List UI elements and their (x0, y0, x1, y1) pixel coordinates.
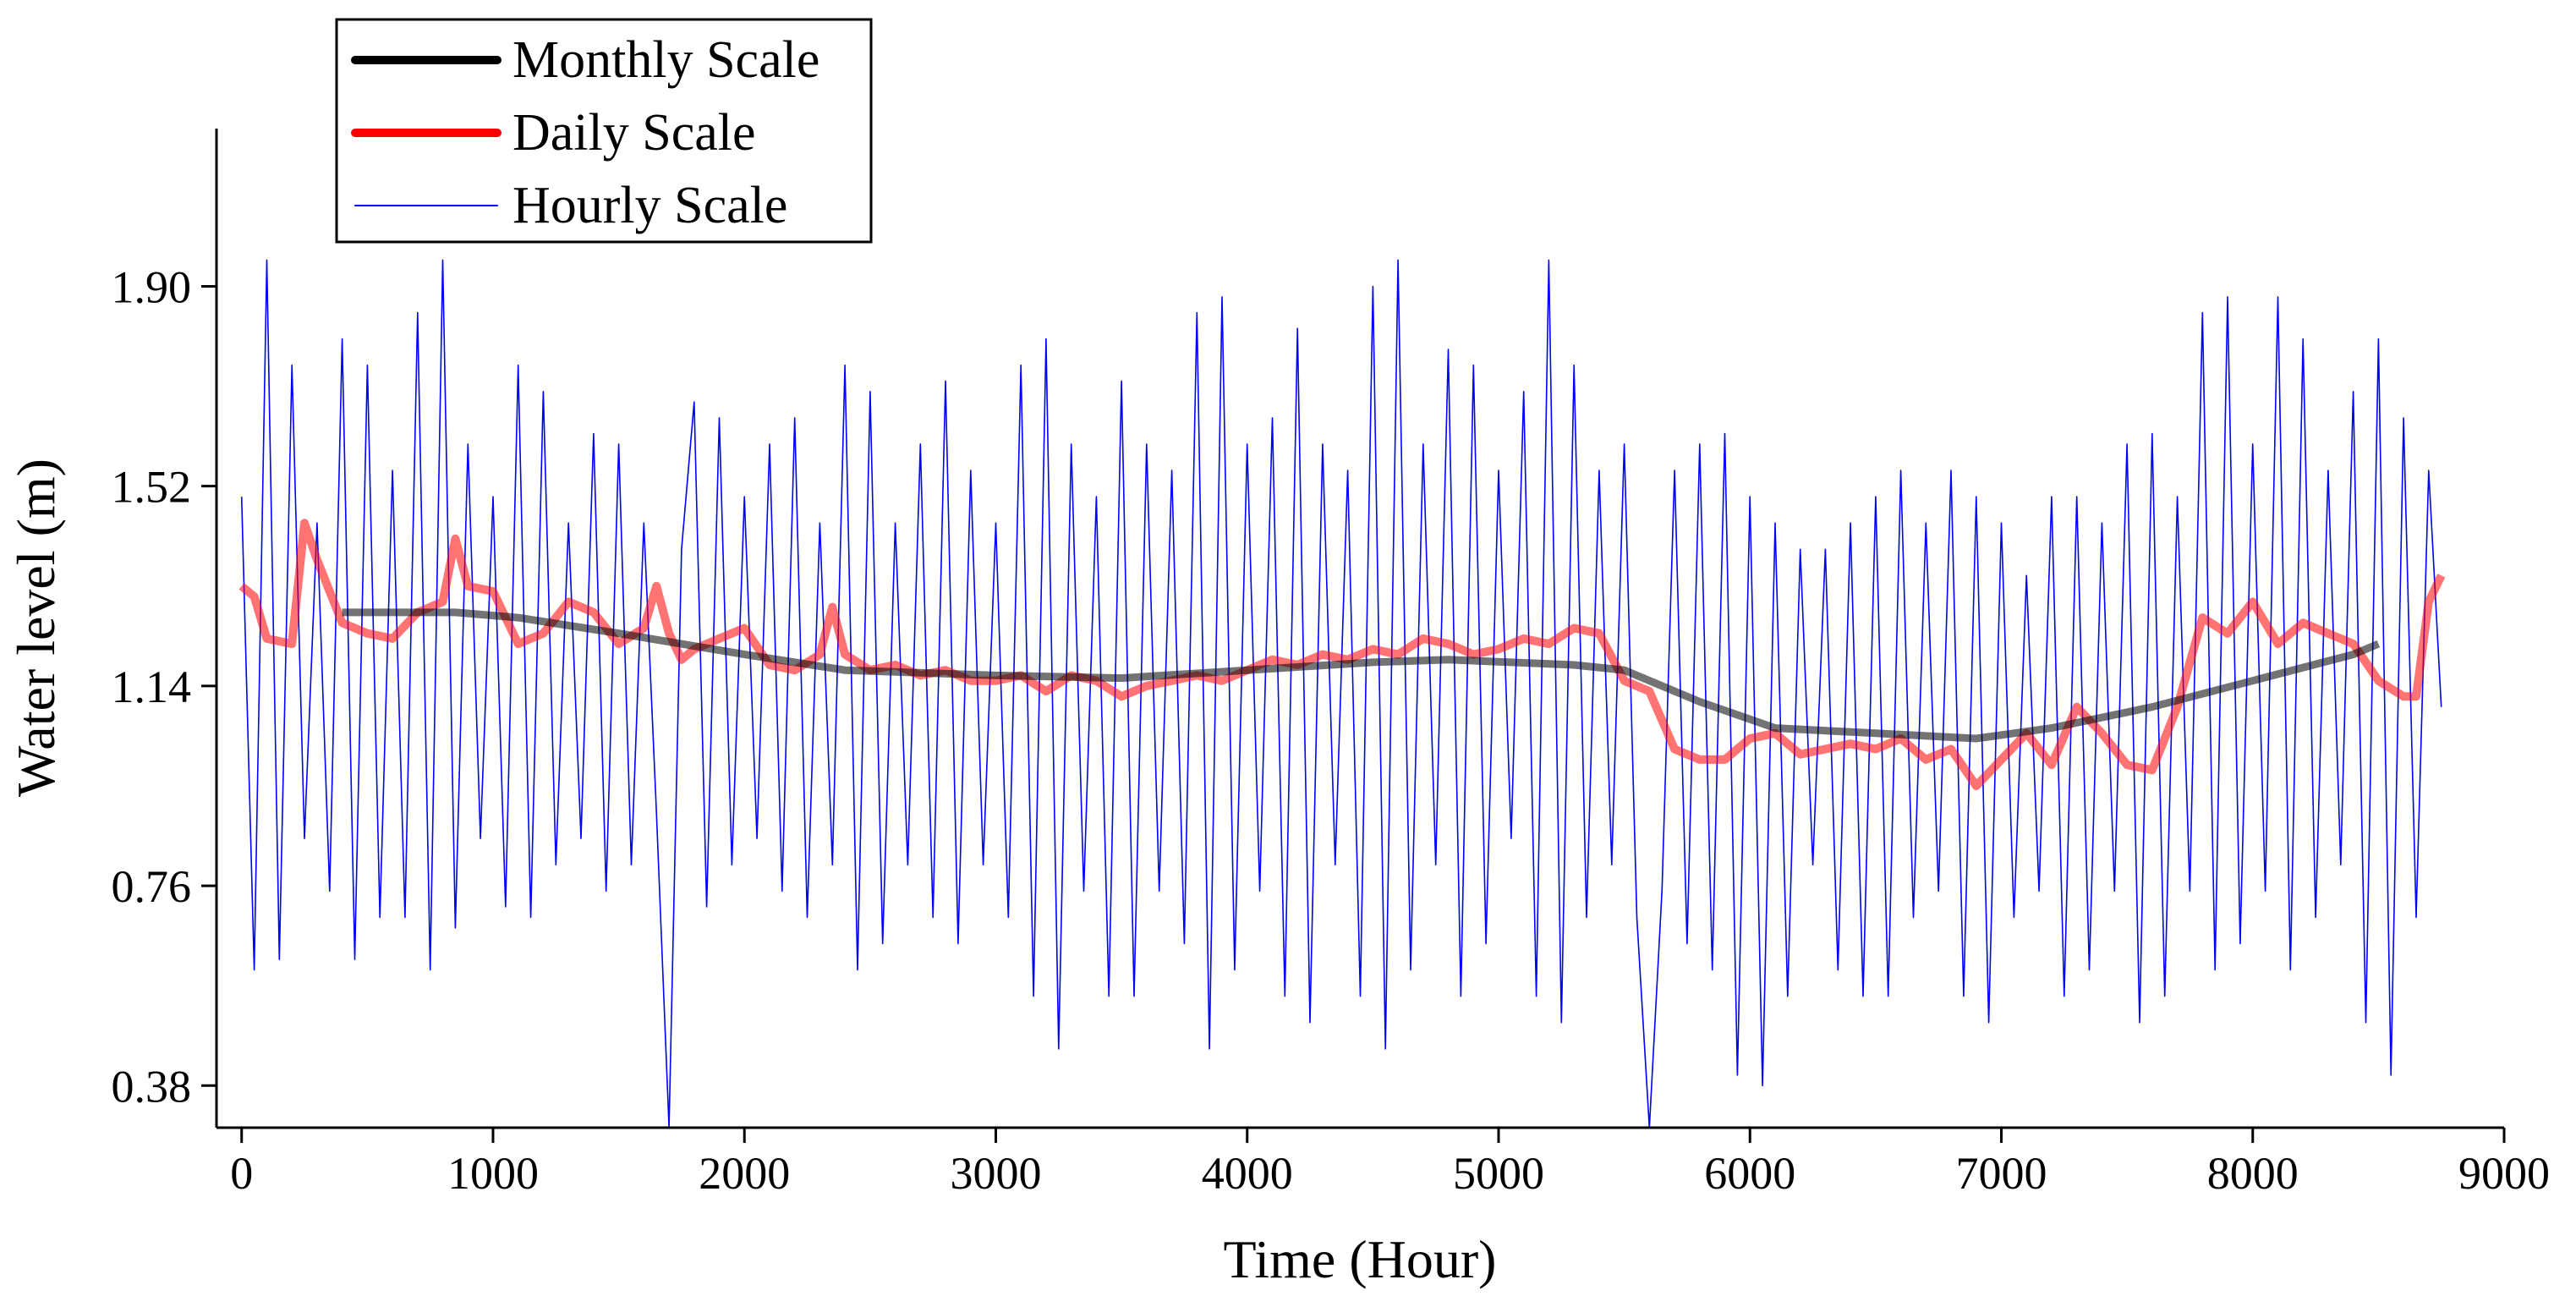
x-tick-label: 0 (230, 1148, 253, 1199)
x-tick-label: 3000 (950, 1148, 1041, 1199)
y-tick-label: 1.14 (112, 662, 192, 712)
x-tick-label: 6000 (1704, 1148, 1795, 1199)
series-line (342, 608, 2381, 743)
series-line (240, 259, 2442, 1129)
y-axis-title: Water level (m) (6, 459, 66, 797)
x-tick-label: 2000 (699, 1148, 790, 1199)
x-tick-label: 5000 (1453, 1148, 1544, 1199)
y-tick-label: 1.90 (112, 261, 192, 312)
legend-label: Daily Scale (512, 104, 756, 162)
y-tick-label: 0.38 (112, 1061, 192, 1112)
legend: Monthly Scale Daily Scale Hourly Scale (335, 18, 873, 244)
legend-label: Hourly Scale (512, 177, 787, 234)
series-line (238, 519, 2446, 790)
legend-label: Monthly Scale (512, 31, 819, 89)
x-tick-label: 8000 (2207, 1148, 2299, 1199)
y-tick-label: 0.76 (112, 861, 192, 912)
x-axis-title: Time (Hour) (1224, 1229, 1497, 1289)
x-tick-label: 4000 (1202, 1148, 1293, 1199)
x-tick-label: 9000 (2458, 1148, 2550, 1199)
y-tick-label: 1.52 (112, 462, 192, 513)
x-tick-label: 1000 (447, 1148, 539, 1199)
x-tick-label: 7000 (1955, 1148, 2047, 1199)
